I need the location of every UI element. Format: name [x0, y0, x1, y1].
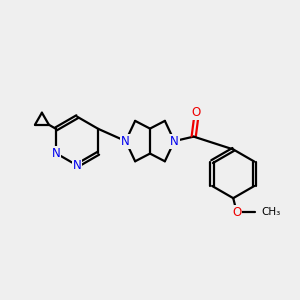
Text: O: O [232, 206, 242, 219]
Text: N: N [121, 135, 130, 148]
Text: N: N [73, 159, 82, 172]
Text: O: O [191, 106, 201, 119]
Text: N: N [52, 147, 60, 160]
Text: N: N [170, 135, 179, 148]
Text: CH₃: CH₃ [262, 207, 281, 218]
